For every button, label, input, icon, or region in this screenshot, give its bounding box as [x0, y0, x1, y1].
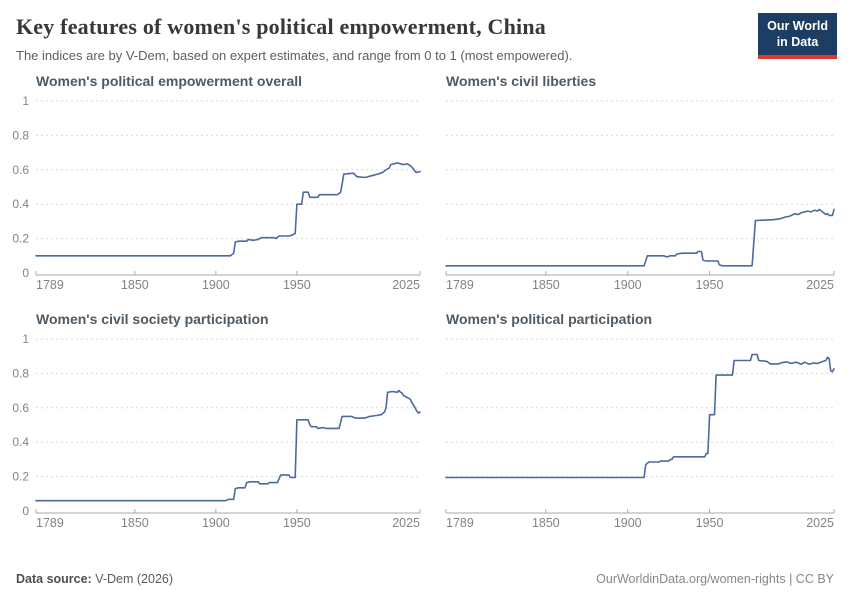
- data-line-china: [35, 162, 421, 257]
- x-tick-label: 1789: [446, 516, 474, 530]
- y-tick-label: 0.2: [12, 470, 29, 484]
- y-tick-label: 1: [22, 332, 29, 346]
- x-tick-label: 1950: [283, 278, 311, 292]
- chart-subtitle: The indices are by V-Dem, based on exper…: [16, 48, 573, 63]
- line-chart-political-participation: 1789 1850 1900 1950 2025: [445, 338, 835, 530]
- y-tick-label: 0.8: [12, 128, 29, 142]
- y-tick-label: 0: [22, 504, 29, 518]
- y-tick-label: 0.4: [12, 197, 29, 211]
- y-tick-label: 0.6: [12, 401, 29, 415]
- line-chart-civil-society-participation: 0 0.2 0.4 0.6 0.8 1 1789 1850 1900 1950 2025: [12, 332, 421, 530]
- panel-political-participation: Women's political participation 1789 1850…: [436, 311, 840, 537]
- attribution-separator: |: [789, 572, 793, 586]
- attribution: OurWorldinData.org/women-rights | CC BY: [596, 572, 834, 586]
- data-line-china: [35, 389, 421, 502]
- page-title: Key features of women's political empowe…: [16, 14, 546, 39]
- data-source-label: Data source:: [16, 572, 92, 586]
- line-chart-civil-liberties: 1789 1850 1900 1950 2025: [445, 100, 835, 292]
- data-source: Data source: V-Dem (2026): [16, 572, 173, 586]
- x-tick-label: 1900: [614, 278, 642, 292]
- x-tick-label: 2025: [392, 278, 420, 292]
- y-tick-label: 0.4: [12, 435, 29, 449]
- x-tick-label: 1789: [446, 278, 474, 292]
- owid-url-link[interactable]: OurWorldinData.org/women-rights: [596, 572, 786, 586]
- x-tick-label: 1900: [614, 516, 642, 530]
- data-line-china: [445, 353, 835, 479]
- y-tick-label: 0.8: [12, 366, 29, 380]
- footer: Data source: V-Dem (2026) OurWorldinData…: [0, 572, 850, 586]
- owid-logo: Our World in Data: [758, 13, 837, 60]
- license-badge: CC BY: [795, 572, 834, 586]
- owid-logo-line1: Our World: [767, 19, 828, 33]
- x-tick-label: 1850: [121, 516, 149, 530]
- y-tick-label: 0.6: [12, 163, 29, 177]
- x-tick-label: 1950: [283, 516, 311, 530]
- panel-title: Women's civil society participation: [36, 311, 269, 327]
- owid-logo-line2: in Data: [776, 34, 819, 49]
- data-source-value: V-Dem (2026): [95, 572, 174, 586]
- x-tick-label: 1950: [696, 278, 724, 292]
- y-tick-label: 0.2: [12, 232, 29, 246]
- x-tick-label: 1900: [202, 278, 230, 292]
- x-tick-label: 1789: [36, 516, 64, 530]
- x-tick-label: 1789: [36, 278, 64, 292]
- line-chart-political-empowerment-overall: 0 0.2 0.4 0.6 0.8 1 1789 1850 1900 1950 2025: [12, 94, 421, 292]
- y-tick-label: 1: [22, 94, 29, 108]
- x-tick-label: 1850: [532, 516, 560, 530]
- panel-title: Women's civil liberties: [446, 73, 597, 89]
- x-tick-label: 2025: [806, 516, 834, 530]
- panel-title: Women's political empowerment overall: [36, 73, 303, 89]
- x-tick-label: 1950: [696, 516, 724, 530]
- header: Key features of women's political empowe…: [0, 0, 850, 63]
- x-tick-label: 1850: [532, 278, 560, 292]
- y-tick-label: 0: [22, 266, 29, 280]
- data-line-china: [445, 208, 835, 267]
- panel-title: Women's political participation: [446, 311, 653, 327]
- x-tick-label: 1850: [121, 278, 149, 292]
- x-tick-label: 2025: [806, 278, 834, 292]
- panel-civil-liberties: Women's civil liberties 1789 1850 1900 1950…: [436, 73, 840, 299]
- x-tick-label: 1900: [202, 516, 230, 530]
- x-tick-label: 2025: [392, 516, 420, 530]
- panel-civil-society-participation: Women's civil society participation 0 0.2…: [6, 311, 426, 537]
